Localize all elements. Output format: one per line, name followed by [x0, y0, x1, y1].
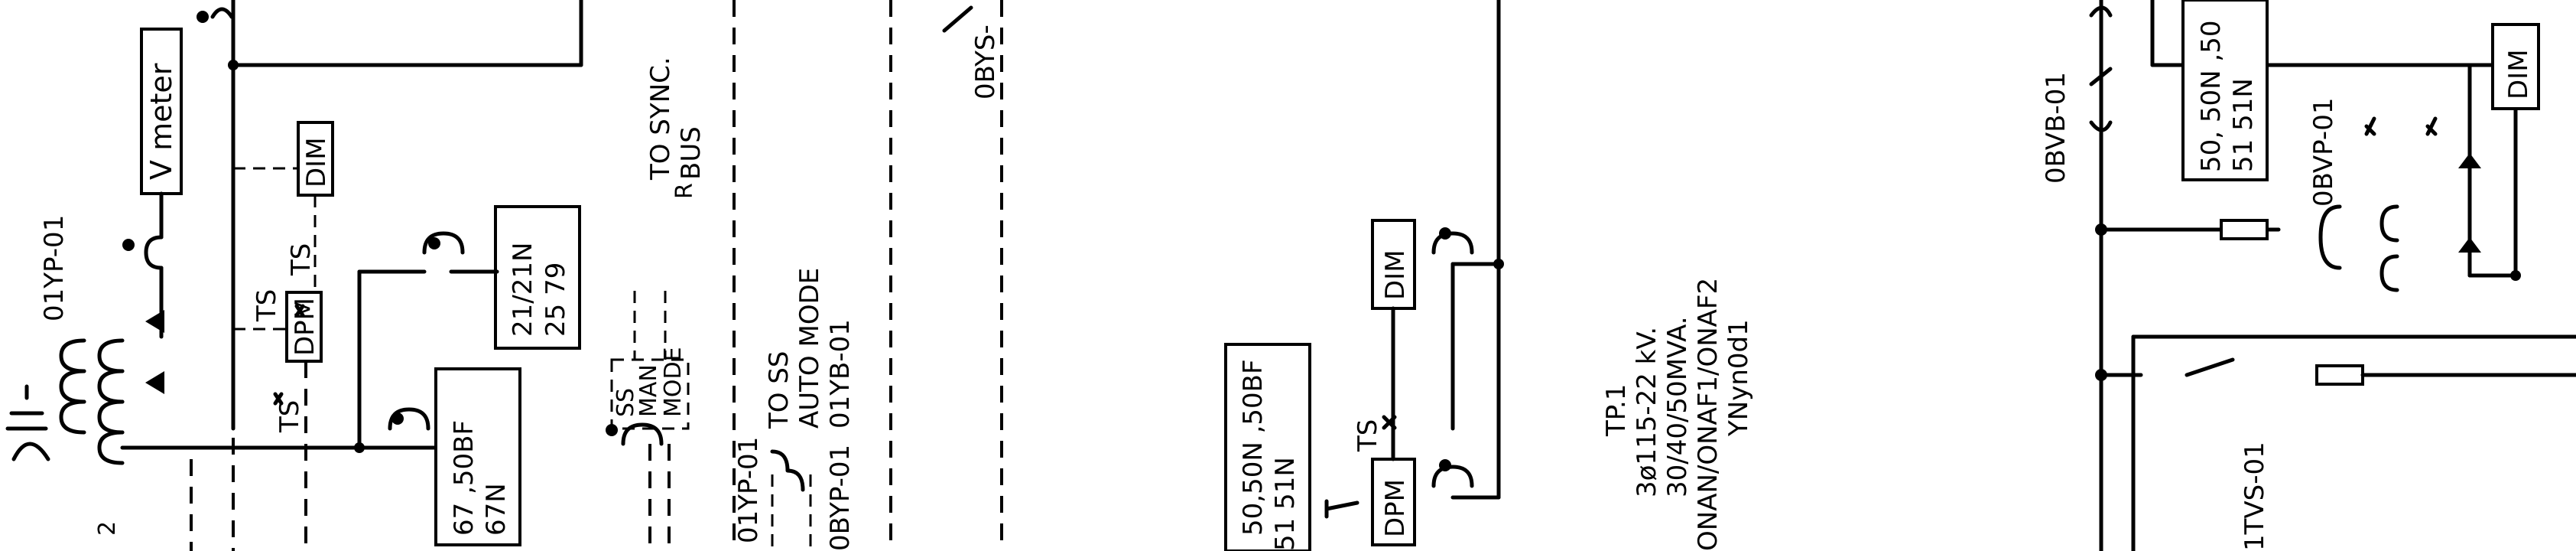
sync-label-2: BUS	[676, 126, 707, 180]
relay-67-line1: 67 ,50BF	[449, 420, 479, 536]
tp-cooling-label: ONAN/ONAF1/ONAF2	[1693, 278, 1723, 551]
dpm-left-box	[285, 291, 323, 363]
ts-label-b: TS	[286, 243, 317, 276]
ss-r-label: R	[671, 183, 698, 199]
dpm-mid-label: DPM	[1380, 479, 1411, 537]
ss-mode-box	[610, 358, 690, 430]
relay-67-box	[434, 367, 521, 546]
byp01-label: 0BYP-01	[825, 445, 856, 551]
relay-50-box	[1224, 343, 1311, 551]
to-ss-2: AUTO MODE	[794, 268, 825, 429]
v-meter-box	[140, 28, 183, 195]
vt-coils-icon	[59, 310, 164, 465]
dpm-left-label: DPM	[290, 298, 320, 356]
to-ss-3: 01YB-01	[825, 319, 856, 429]
tp-mva-label: 30/40/50MVA.	[1662, 316, 1693, 497]
ts-label-a: TS	[252, 289, 282, 322]
dim-left-label: DIM	[301, 137, 332, 187]
label-2: 2	[94, 521, 121, 536]
ts-label-c: TS	[274, 400, 305, 433]
dim-right-label: DIM	[2503, 49, 2534, 99]
tvs01-label: 1TVS-01	[2240, 442, 2270, 551]
relay-right-line2: 51 51N	[2228, 78, 2259, 172]
relay-21-box	[494, 205, 581, 350]
relay-21-line2: 25 79	[541, 262, 571, 337]
relay-50-line1: 50,50N ,50BF	[1238, 359, 1269, 536]
fuse-icon	[2220, 219, 2269, 240]
ss-mode-2: MAN	[635, 364, 662, 417]
left-vt-section: 01YP-01 2 V meter DPM DIM	[5, 0, 1003, 551]
right-section: 0BVB-01 1TVS-01 0BVP-01 50, 50N ,50	[2041, 0, 2576, 551]
yp01-b-label: 01YP-01	[733, 437, 764, 543]
bys-label: 0BYS-	[970, 24, 1001, 99]
fuse-icon-2	[2315, 364, 2364, 386]
ground-symbol-icon	[5, 384, 50, 461]
relay-21-line1: 21/21N	[508, 243, 538, 337]
label-01yp-01: 01YP-01	[39, 215, 70, 321]
v-meter-label: V meter	[145, 63, 178, 180]
bvb01-label: 0BVB-01	[2041, 72, 2071, 184]
test-switch-icon	[294, 304, 305, 318]
middle-section: 50,50N ,50BF 51 51N DIM DPM TS TP.1 3ø11…	[1224, 0, 1754, 551]
bvp01-label: 0BVP-01	[2308, 98, 2339, 207]
relay-right-box	[2181, 0, 2269, 181]
dim-right-box	[2491, 23, 2540, 110]
dim-mid-label: DIM	[1380, 249, 1411, 300]
ss-mode-1: SS	[612, 388, 639, 417]
tp-vector-label: YNyn0d1	[1723, 319, 1754, 437]
relay-50-line2: 51 51N	[1270, 457, 1301, 551]
sync-label-1: TO SYNC.	[645, 57, 676, 181]
tp-voltage-label: 3ø115-22 kV.	[1632, 327, 1662, 497]
dpm-mid-box	[1371, 458, 1416, 546]
ts-mid-label: TS	[1353, 419, 1383, 452]
to-ss-1: TO SS	[764, 350, 794, 429]
tp1-label: TP.1	[1601, 384, 1632, 437]
relay-67-line2: 67N	[481, 483, 512, 536]
relay-right-line1: 50, 50N ,50	[2196, 21, 2227, 172]
ss-mode-3: MODE	[660, 347, 687, 417]
